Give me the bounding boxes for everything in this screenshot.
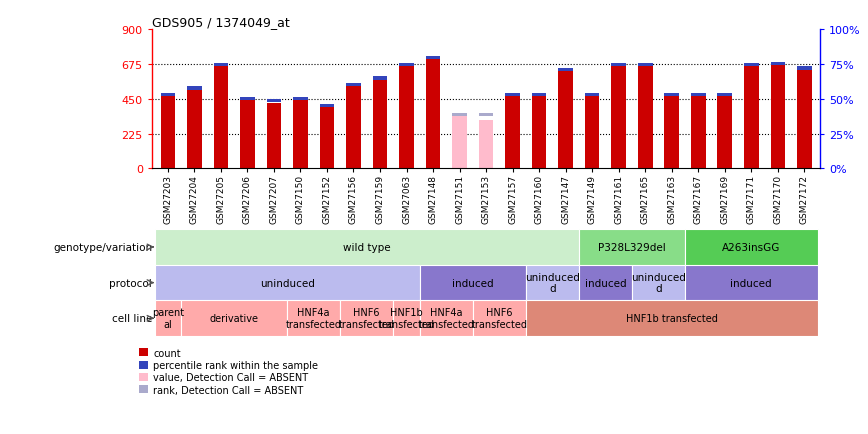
Bar — [611, 64, 626, 169]
Bar — [771, 62, 786, 169]
Bar — [452, 113, 467, 116]
Text: induced: induced — [731, 278, 773, 288]
Text: A263insGG: A263insGG — [722, 243, 780, 252]
Bar — [214, 64, 228, 169]
Bar — [155, 301, 181, 336]
Bar — [526, 301, 818, 336]
Bar — [420, 301, 473, 336]
Bar — [579, 265, 632, 301]
Legend: count, percentile rank within the sample, value, Detection Call = ABSENT, rank, : count, percentile rank within the sample… — [140, 348, 318, 395]
Text: parent
al: parent al — [152, 308, 184, 329]
Bar — [532, 93, 547, 169]
Bar — [579, 230, 685, 265]
Bar — [526, 265, 579, 301]
Bar — [664, 93, 679, 169]
Bar — [473, 301, 526, 336]
Bar — [399, 64, 414, 67]
Bar — [181, 301, 287, 336]
Text: cell line: cell line — [112, 314, 152, 323]
Bar — [505, 93, 520, 96]
Bar — [214, 64, 228, 67]
Bar — [532, 93, 547, 96]
Bar — [187, 87, 201, 169]
Text: GDS905 / 1374049_at: GDS905 / 1374049_at — [152, 16, 290, 29]
Bar — [691, 93, 706, 96]
Text: uninduced
d: uninduced d — [525, 272, 580, 294]
Bar — [346, 84, 361, 87]
Bar — [161, 93, 175, 169]
Bar — [287, 301, 340, 336]
Bar — [155, 230, 579, 265]
Bar — [638, 64, 653, 67]
Bar — [293, 98, 308, 101]
Bar — [638, 64, 653, 169]
Text: protocol: protocol — [109, 278, 152, 288]
Bar — [664, 93, 679, 96]
Bar — [266, 100, 281, 103]
Bar — [425, 56, 440, 59]
Text: P328L329del: P328L329del — [598, 243, 666, 252]
Bar — [558, 69, 573, 72]
Bar — [293, 98, 308, 169]
Bar — [585, 93, 600, 169]
Bar — [558, 69, 573, 169]
Text: induced: induced — [585, 278, 626, 288]
Text: uninduced: uninduced — [260, 278, 314, 288]
Text: HNF4a
transfected: HNF4a transfected — [286, 308, 342, 329]
Bar — [420, 265, 526, 301]
Bar — [718, 93, 732, 96]
Bar — [797, 67, 812, 70]
Bar — [372, 77, 387, 169]
Text: wild type: wild type — [343, 243, 391, 252]
Bar — [266, 103, 281, 169]
Text: HNF6
transfected: HNF6 transfected — [471, 308, 528, 329]
Bar — [393, 301, 420, 336]
Bar — [240, 98, 254, 169]
Bar — [319, 105, 334, 108]
Bar — [346, 84, 361, 169]
Bar — [771, 62, 786, 66]
Text: genotype/variation: genotype/variation — [53, 243, 152, 252]
Bar — [155, 265, 420, 301]
Bar — [425, 56, 440, 169]
Text: HNF1b transfected: HNF1b transfected — [626, 314, 718, 323]
Text: HNF1b
transfected: HNF1b transfected — [378, 308, 435, 329]
Bar — [187, 87, 201, 90]
Bar — [611, 64, 626, 67]
Bar — [161, 93, 175, 96]
Bar — [744, 64, 759, 169]
Bar — [685, 230, 818, 265]
Bar — [744, 64, 759, 67]
Text: HNF4a
transfected: HNF4a transfected — [418, 308, 474, 329]
Bar — [372, 77, 387, 80]
Text: uninduced
d: uninduced d — [631, 272, 686, 294]
Bar — [685, 265, 818, 301]
Bar — [240, 98, 254, 101]
Bar — [632, 265, 685, 301]
Text: HNF6
transfected: HNF6 transfected — [339, 308, 395, 329]
Bar — [452, 116, 467, 169]
Bar — [691, 93, 706, 169]
Text: derivative: derivative — [209, 314, 259, 323]
Bar — [479, 121, 493, 169]
Bar — [718, 93, 732, 169]
Bar — [479, 113, 493, 116]
Bar — [797, 67, 812, 169]
Bar — [319, 105, 334, 169]
Bar — [399, 64, 414, 169]
Bar — [585, 93, 600, 96]
Text: induced: induced — [452, 278, 494, 288]
Bar — [340, 301, 393, 336]
Bar — [505, 93, 520, 169]
